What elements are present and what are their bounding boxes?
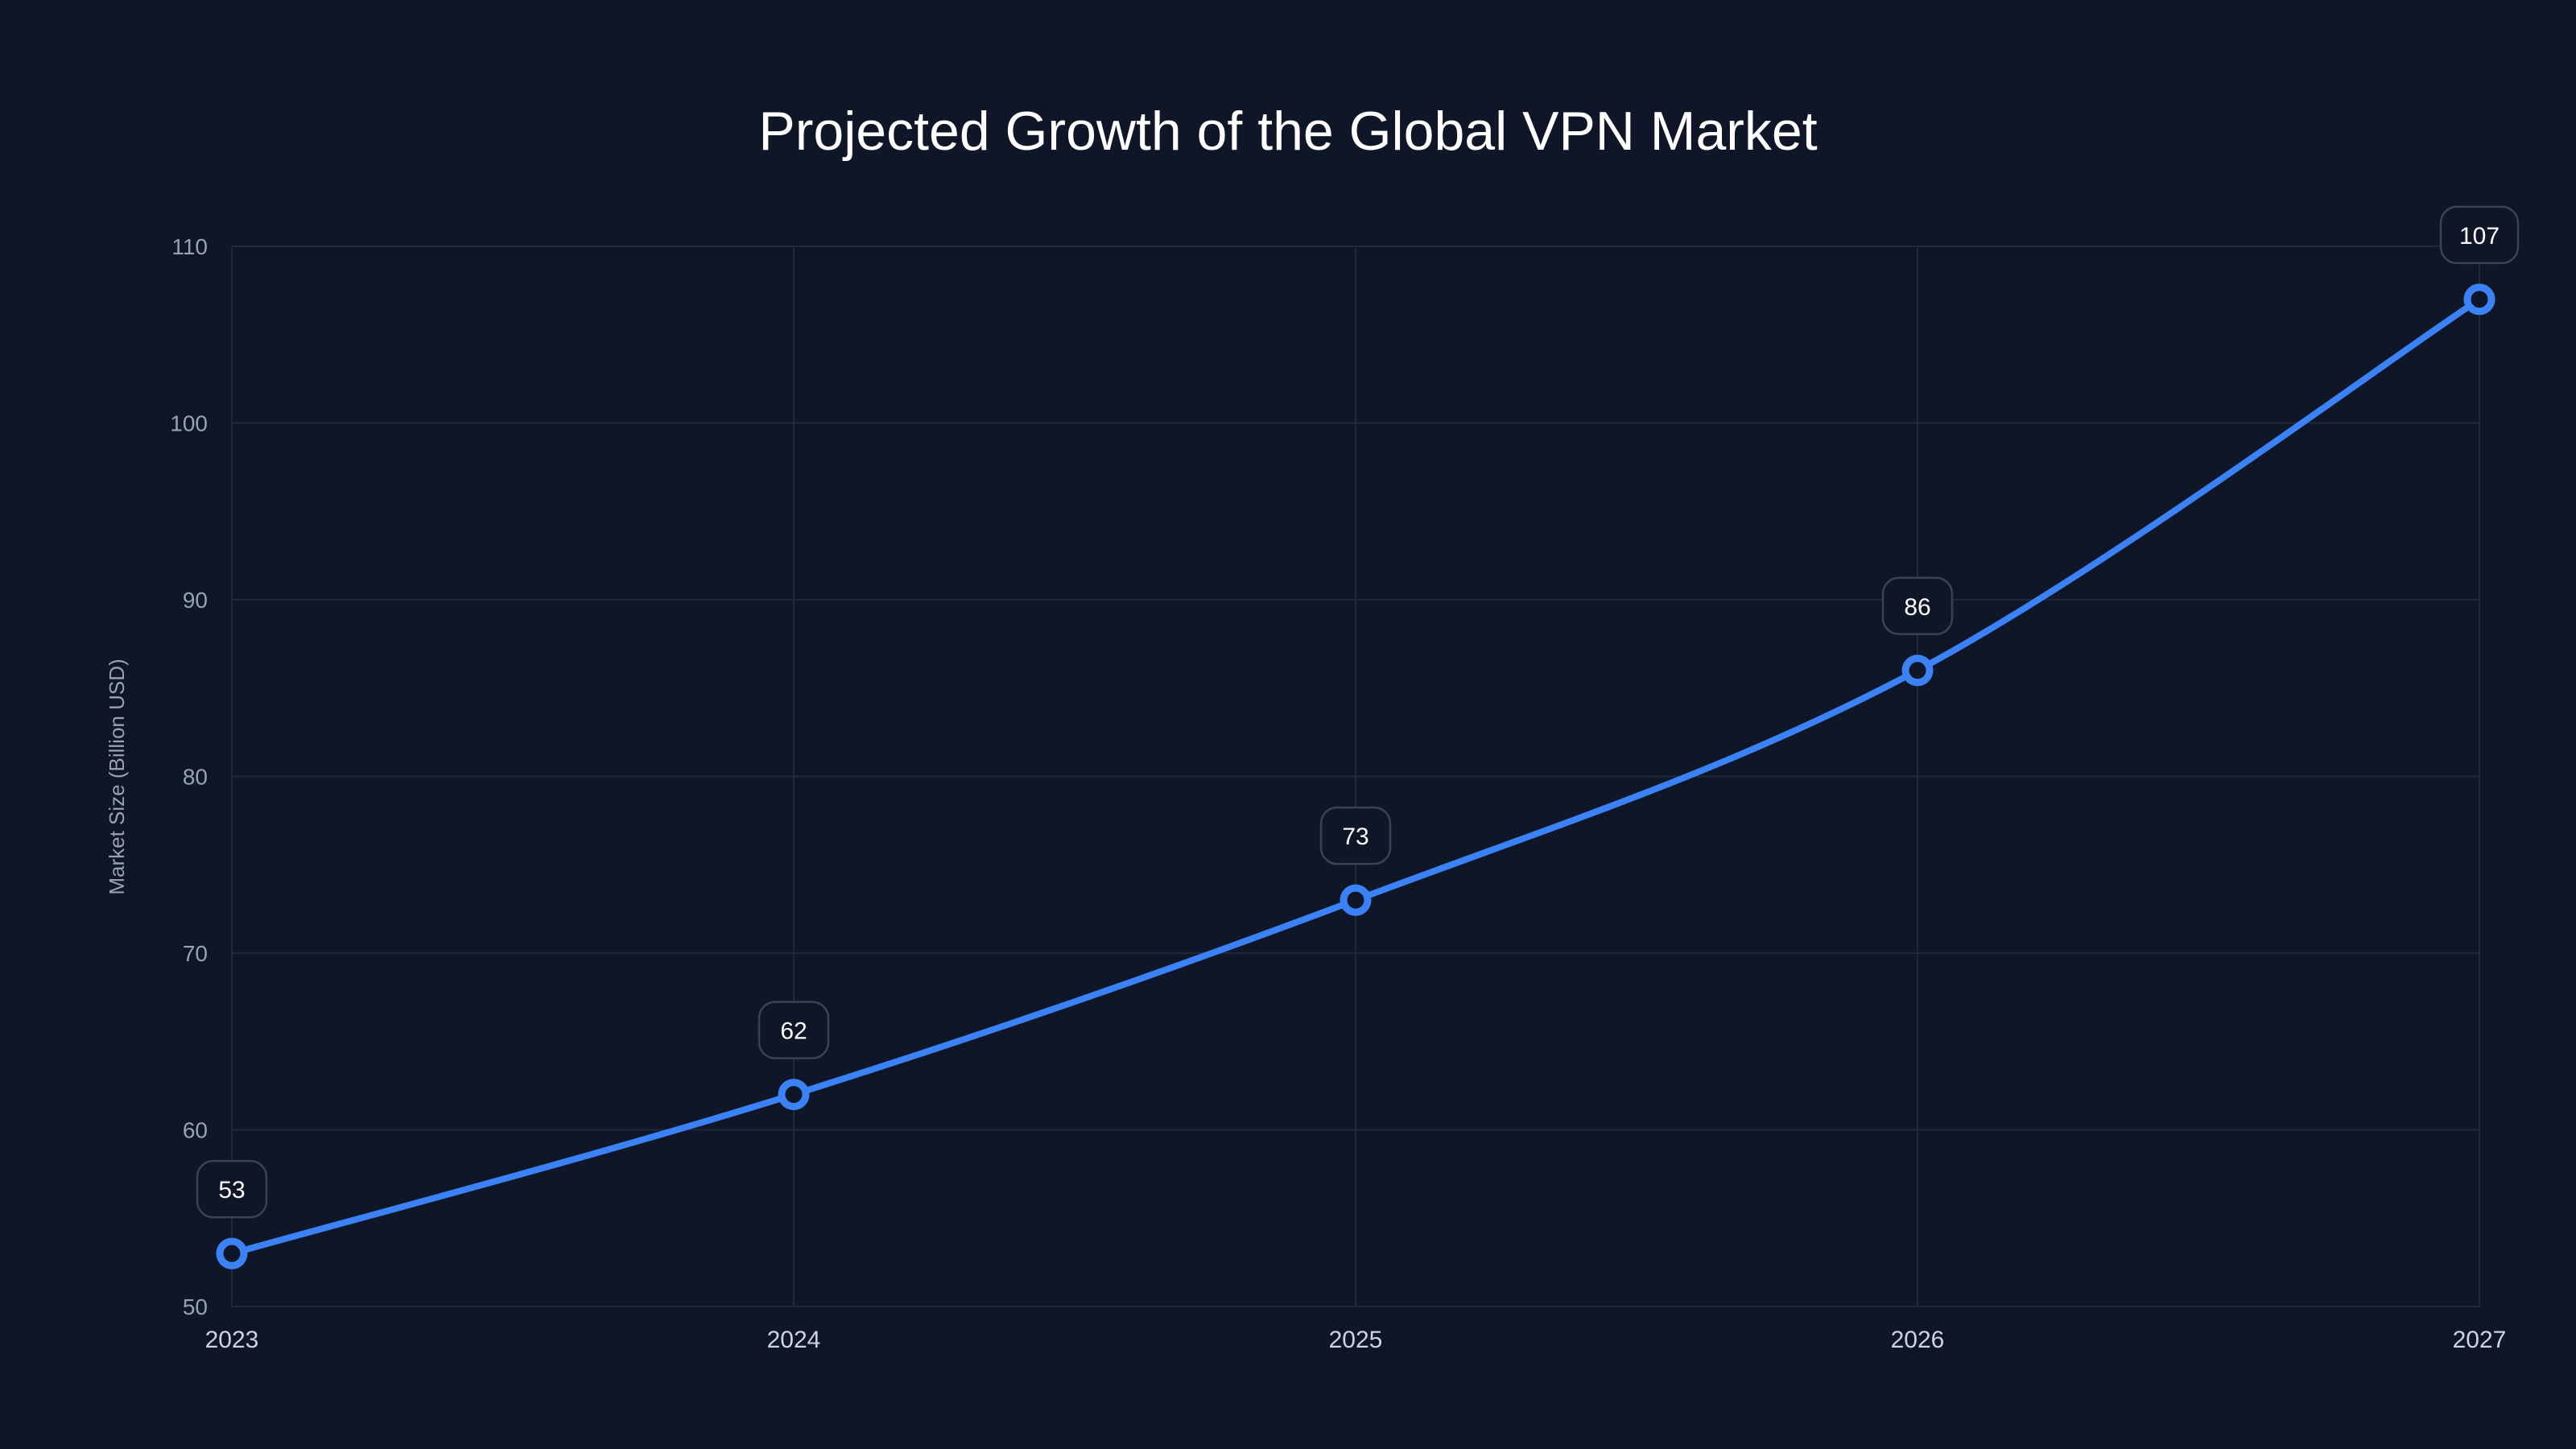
data-point [778, 1079, 810, 1111]
y-tick-label: 100 [170, 411, 208, 436]
chart-title: Projected Growth of the Global VPN Marke… [758, 101, 1817, 162]
y-tick-label: 70 [183, 941, 208, 966]
data-point [216, 1237, 248, 1269]
data-label: 62 [780, 1018, 807, 1045]
y-tick-label: 90 [183, 588, 208, 613]
x-tick-label: 2026 [1891, 1327, 1945, 1353]
axis-ticks: 50 60 70 80 90 100 110 2023 2024 2025 2026 2027 [170, 234, 2506, 1353]
y-tick-label: 50 [183, 1294, 208, 1319]
data-point [2463, 283, 2496, 316]
y-axis-label: Market Size (Billion USD) [105, 658, 129, 894]
y-tick-label: 60 [183, 1118, 208, 1143]
data-label-box [196, 1159, 268, 1219]
data-labels: 53 62 73 86 107 [196, 205, 2520, 1219]
y-tick-label: 110 [171, 234, 208, 259]
data-label-box [1319, 806, 1392, 865]
data-label-box [1881, 576, 1954, 636]
data-point [1901, 654, 1934, 687]
data-label: 107 [2459, 223, 2500, 250]
series-market-size [216, 283, 2496, 1269]
data-label-box [758, 1001, 830, 1059]
data-point [1340, 884, 1372, 916]
data-label-box [2439, 205, 2520, 265]
gridlines [231, 246, 2480, 1307]
data-label: 73 [1342, 824, 1368, 850]
x-tick-label: 2023 [205, 1327, 259, 1353]
data-label: 53 [218, 1177, 245, 1203]
x-tick-label: 2025 [1329, 1327, 1383, 1353]
data-label: 86 [1904, 594, 1930, 621]
y-tick-label: 80 [183, 765, 208, 790]
x-tick-label: 2024 [767, 1327, 821, 1353]
x-tick-label: 2027 [2453, 1327, 2507, 1353]
